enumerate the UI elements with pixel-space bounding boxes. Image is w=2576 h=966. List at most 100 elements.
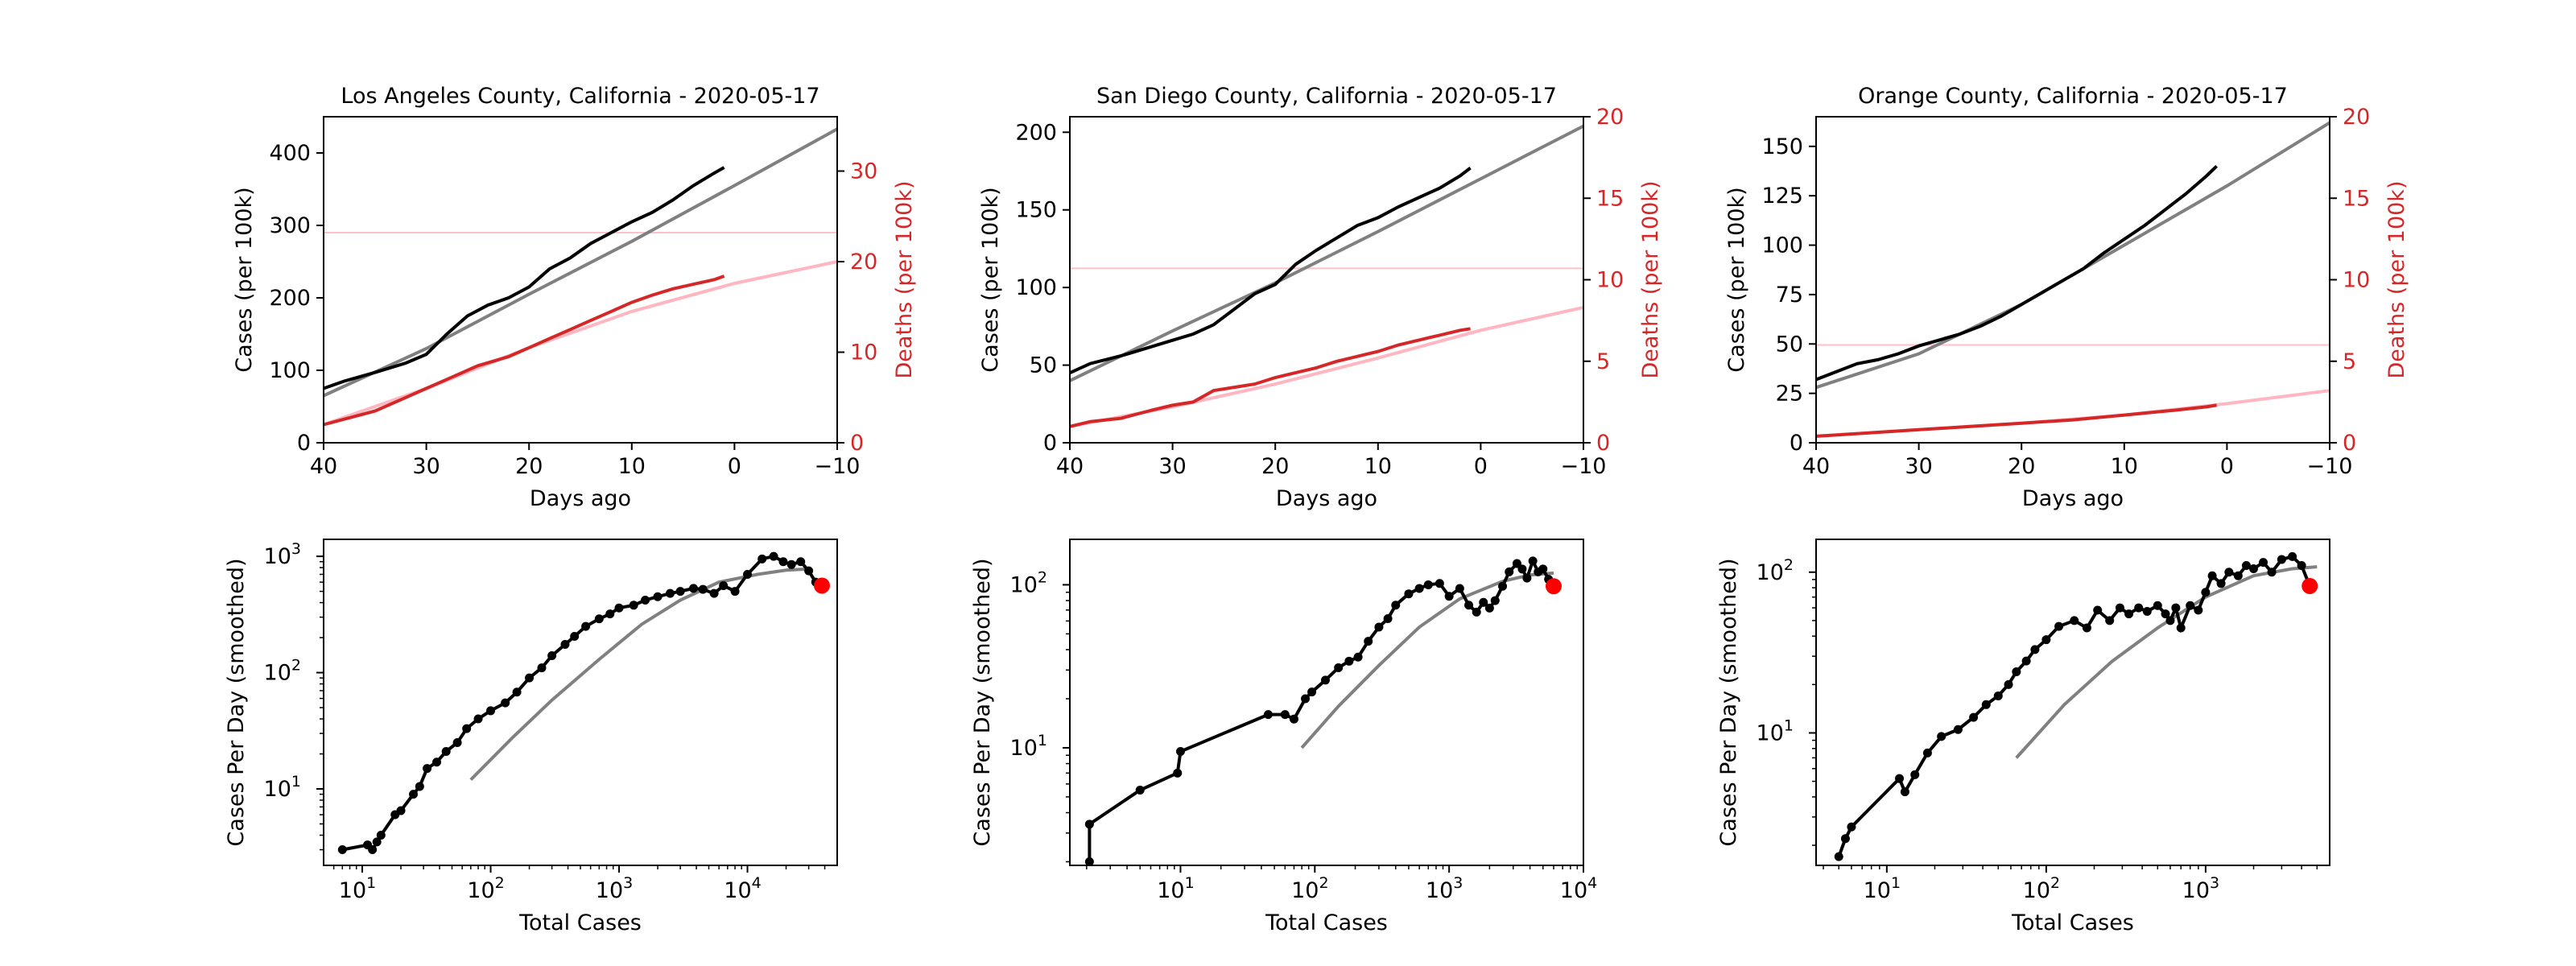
x-axis-label: Total Cases [1265,910,1388,935]
data-point [2115,603,2124,613]
data-point [2165,616,2175,625]
x-tick-exponent: 1 [1185,874,1195,892]
data-point [2224,568,2234,577]
data-point [719,580,729,590]
data-point [778,557,788,567]
x-tick-label: 0 [1474,454,1488,479]
x-axis-label: Total Cases [518,910,642,935]
y2-tick-label: 15 [1596,186,1624,211]
y-tick-label: 400 [269,141,311,166]
axes-frame [1815,539,2330,866]
data-point [570,632,580,642]
data-point [1353,652,1363,662]
data-point [1334,663,1344,672]
data-point [2070,616,2079,625]
data-point [560,639,570,649]
data-point [512,687,522,697]
y2-tick-label: 20 [850,250,877,275]
data-point [2004,679,2013,689]
data-point [2249,564,2259,574]
data-point [2082,623,2091,633]
y-tick-label: 300 [269,213,311,238]
data-point [1404,589,1414,599]
x-tick-exponent: 3 [623,874,633,892]
y-tick-exponent: 1 [291,773,301,791]
data-point [2186,601,2195,610]
data-point [2124,609,2134,619]
deaths-line [323,275,725,427]
data-point [1993,691,2003,700]
data-point [804,566,814,576]
data-point [709,588,719,598]
fit-curve [2015,565,2318,759]
data-point [2194,605,2203,615]
data-point [1435,579,1444,588]
y2-tick-label: 5 [2343,349,2356,374]
y-tick-label: 50 [1030,353,1057,378]
data-point [1374,622,1384,632]
cases-fit-line [323,127,838,398]
data-point [614,603,624,613]
y2-tick-label: 0 [850,431,864,456]
data-point [2105,616,2115,625]
data-point [786,559,796,569]
data-point [1505,567,1514,576]
data-point [1175,746,1185,756]
data-point [796,557,806,567]
data-point [2161,609,2170,619]
y-tick-label: 100 [1015,275,1057,300]
data-point [2259,558,2268,568]
x-tick-label: 30 [412,454,440,479]
y-tick-exponent: 1 [1038,732,1047,749]
y-tick-exponent: 1 [1784,716,1794,734]
data-point [1900,787,1909,797]
data-point [2134,603,2144,613]
data-point [1517,564,1527,574]
y-axis-label: Cases Per Day (smoothed) [1716,558,1741,846]
y-tick-exponent: 2 [1784,556,1794,574]
x-tick-exponent: 2 [1319,874,1328,892]
cases-line [1815,164,2218,382]
data-point [376,830,386,840]
axes-frame [1069,539,1584,866]
trajectory-line [1837,555,2312,857]
axes-frame [323,116,838,444]
data-point [1364,637,1373,646]
data-point [1263,710,1273,720]
latest-point [813,577,830,594]
data-point [1280,710,1290,720]
x-tick-label: 10 [618,454,646,479]
x-tick-label: 103 [1426,874,1463,903]
data-point [2288,551,2297,561]
x-tick-exponent: 3 [2210,874,2219,892]
y-tick-label: 25 [1776,382,1803,407]
data-point [698,584,708,594]
y-tick-exponent: 2 [1038,568,1047,586]
data-point [1307,687,1317,697]
data-point [2054,621,2064,631]
x-tick-exponent: 1 [1891,874,1901,892]
data-point [2093,605,2103,615]
y-tick-label: 0 [1790,431,1803,456]
y-axis-label: Cases (per 100k) [1724,187,1749,372]
data-point [743,569,753,579]
deaths-line [1069,327,1471,428]
chart-title: Los Angeles County, California - 2020-05… [341,84,819,109]
x-tick-exponent: 4 [752,874,762,892]
cases-line [1069,167,1472,375]
data-point [462,724,472,733]
x-tick-label: 10 [1364,454,1392,479]
y-tick-label: 100 [1761,233,1803,258]
x-tick-label: 40 [1802,454,1830,479]
y-axis-label: Cases Per Day (smoothed) [970,558,995,846]
data-point [2241,560,2251,570]
data-point [1464,601,1474,610]
data-point [581,621,591,631]
data-point [1423,580,1433,589]
y-tick-label: 75 [1776,283,1803,308]
x-tick-label: 20 [515,454,543,479]
x-tick-label: 0 [2220,454,2234,479]
trajectory-line [341,554,823,852]
